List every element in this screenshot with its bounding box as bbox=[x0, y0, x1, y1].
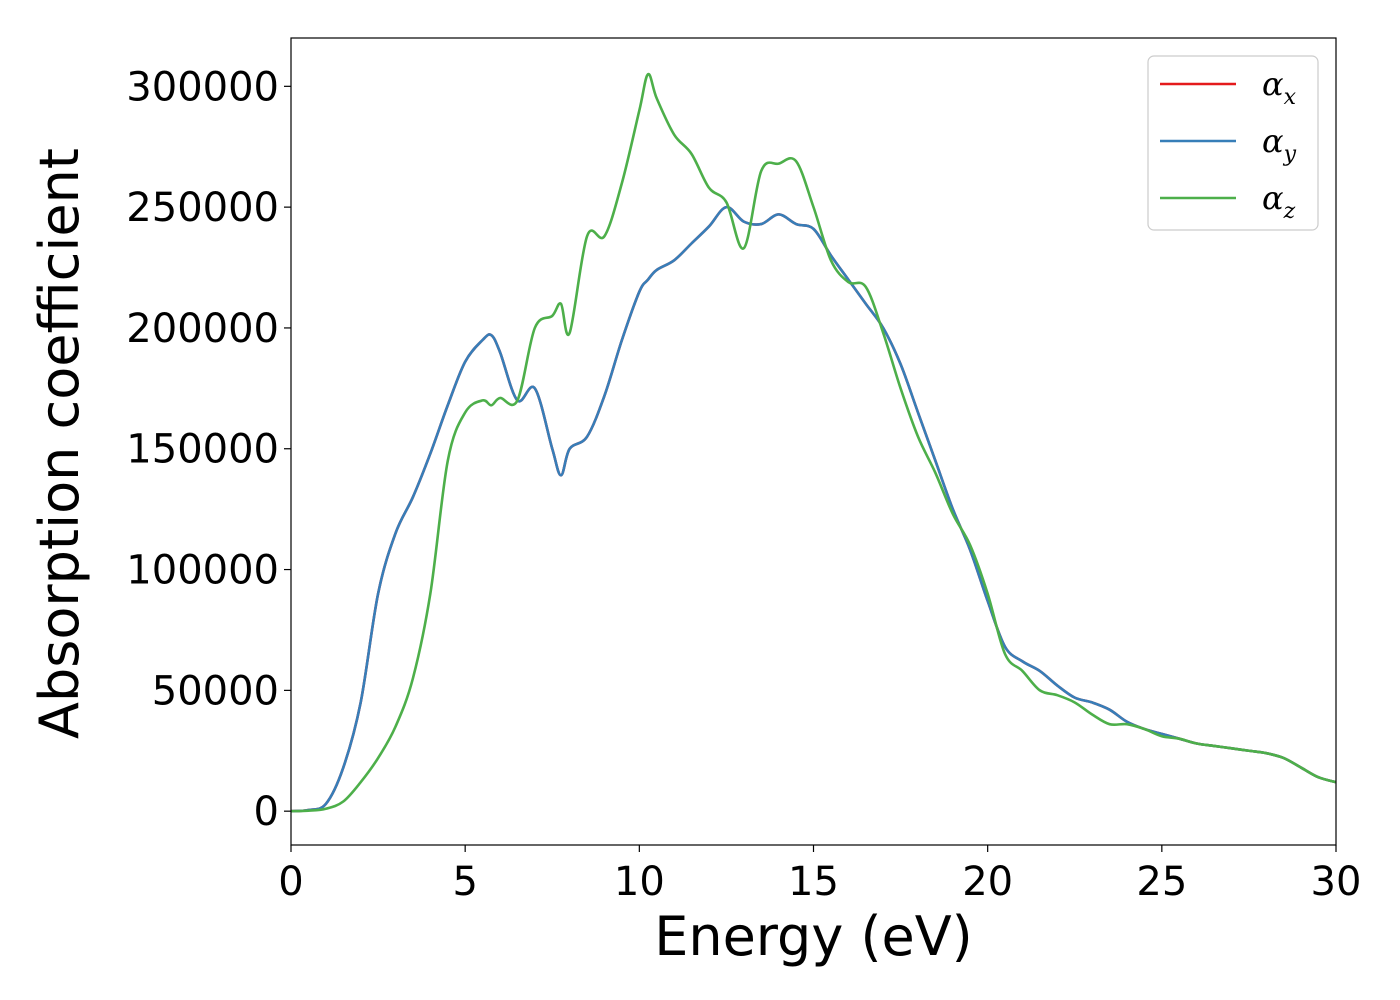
y-tick-label: 100000 bbox=[126, 548, 279, 594]
y-tick-label: 200000 bbox=[126, 306, 279, 352]
x-tick-label: 25 bbox=[1136, 859, 1187, 905]
x-tick-label: 5 bbox=[452, 859, 477, 905]
y-tick-label: 150000 bbox=[126, 427, 279, 473]
x-tick-label: 10 bbox=[614, 859, 665, 905]
y-tick-label: 0 bbox=[254, 789, 279, 835]
series-line-alpha-z bbox=[291, 72, 1336, 813]
y-tick-label: 250000 bbox=[126, 185, 279, 231]
x-tick-label: 0 bbox=[278, 859, 303, 905]
y-axis-title: Absorption coefficient bbox=[28, 148, 91, 739]
x-tick-label: 20 bbox=[962, 859, 1013, 905]
ticks-layer: 0 5 10 15 20 25 30 0 50000 100000 150000 200000 2500… bbox=[126, 64, 1361, 905]
series-layer bbox=[291, 72, 1336, 813]
y-tick-label: 50000 bbox=[152, 668, 279, 714]
legend-box bbox=[1147, 55, 1319, 231]
legend-label-alpha-x: αx bbox=[1262, 65, 1297, 110]
legend-label-alpha-z: αz bbox=[1262, 179, 1296, 224]
x-tick-label: 30 bbox=[1311, 859, 1362, 905]
x-axis-title: Energy (eV) bbox=[654, 905, 973, 968]
y-tick-label: 300000 bbox=[126, 64, 279, 110]
legend: αx αy αz bbox=[1147, 55, 1319, 231]
x-tick-label: 15 bbox=[788, 859, 839, 905]
legend-label-alpha-y: αy bbox=[1262, 122, 1297, 167]
